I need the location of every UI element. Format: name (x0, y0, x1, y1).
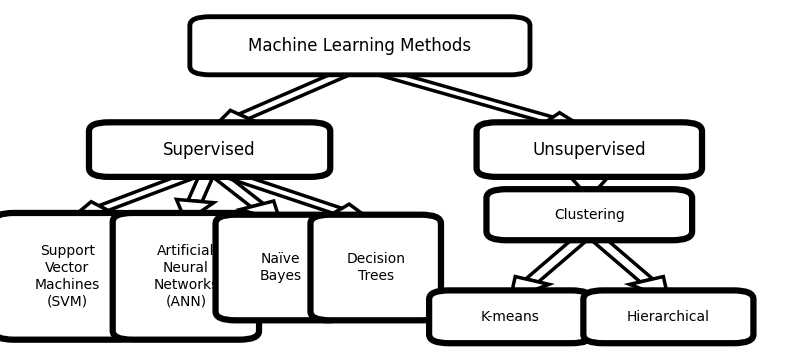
Text: Machine Learning Methods: Machine Learning Methods (248, 37, 471, 55)
FancyBboxPatch shape (584, 290, 753, 343)
Polygon shape (356, 63, 553, 122)
Polygon shape (188, 168, 217, 202)
FancyBboxPatch shape (89, 122, 331, 177)
Polygon shape (582, 168, 596, 177)
Polygon shape (210, 110, 257, 131)
Polygon shape (99, 166, 214, 210)
Text: Artificial
Neural
Networks
(ANN): Artificial Neural Networks (ANN) (153, 244, 218, 308)
Text: K-means: K-means (481, 310, 539, 324)
Polygon shape (67, 202, 115, 222)
Text: Hierarchical: Hierarchical (627, 310, 710, 324)
Polygon shape (327, 204, 376, 224)
Polygon shape (239, 64, 365, 119)
Polygon shape (539, 113, 589, 131)
Polygon shape (630, 277, 668, 299)
Polygon shape (583, 230, 653, 282)
FancyBboxPatch shape (0, 213, 141, 340)
Text: Unsupervised: Unsupervised (532, 140, 646, 159)
Text: Naïve
Bayes: Naïve Bayes (259, 252, 302, 283)
Polygon shape (510, 277, 549, 299)
FancyBboxPatch shape (486, 189, 692, 240)
Text: Decision
Trees: Decision Trees (346, 252, 405, 283)
FancyBboxPatch shape (215, 215, 346, 320)
FancyBboxPatch shape (310, 215, 441, 320)
Polygon shape (206, 165, 342, 213)
Polygon shape (176, 199, 214, 222)
Text: Clustering: Clustering (554, 208, 625, 222)
FancyBboxPatch shape (430, 290, 592, 343)
Polygon shape (526, 230, 596, 282)
FancyBboxPatch shape (112, 213, 259, 340)
Polygon shape (570, 177, 608, 198)
Text: Supervised: Supervised (163, 140, 256, 159)
Polygon shape (203, 166, 263, 207)
Text: Support
Vector
Machines
(SVM): Support Vector Machines (SVM) (35, 244, 100, 308)
Polygon shape (240, 201, 281, 224)
FancyBboxPatch shape (476, 122, 702, 177)
FancyBboxPatch shape (190, 17, 530, 75)
